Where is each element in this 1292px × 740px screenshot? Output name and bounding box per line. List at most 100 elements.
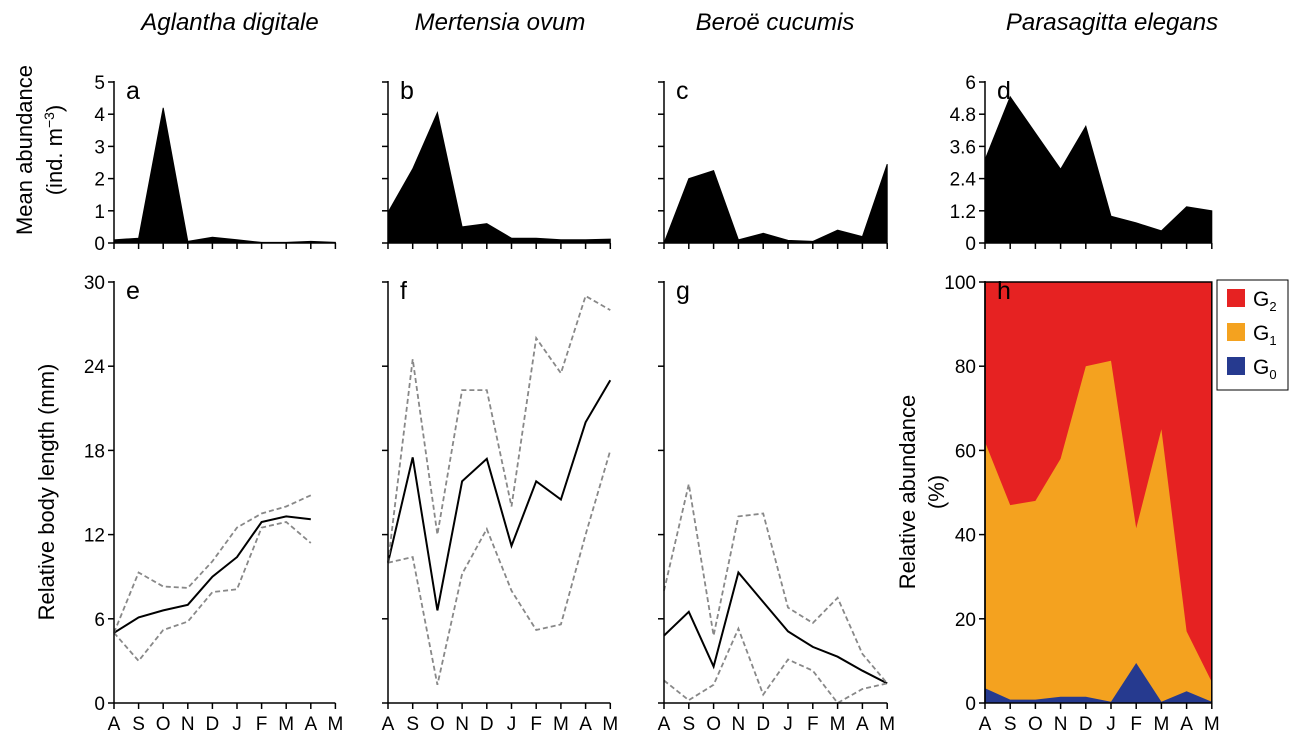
panel-g-x-tick-label: A: [856, 714, 869, 735]
panel-h-x-tick-label: A: [1180, 714, 1193, 735]
panel-d-y-tick-label: 3.6: [950, 137, 976, 158]
panel-f-x-tick-label: M: [602, 714, 618, 735]
panel-d-abundance-area: [984, 95, 1213, 244]
panel-g-mean-line: [663, 570, 888, 685]
panel-h-y-tick-label: 0: [965, 694, 976, 715]
panel-f-x-tick-label: O: [430, 714, 445, 735]
panel-h-x-tick-label: M: [1204, 714, 1220, 735]
panel-e-x-tick-label: O: [156, 714, 171, 735]
panel-h-series-g0-area: [985, 663, 1212, 703]
panel-a-y-tick-label: 2: [94, 170, 105, 191]
panel-e-x-tick-label: F: [256, 714, 268, 735]
panel-h-y-tick-label: 40: [955, 526, 976, 547]
panel-e-x-tick-label: N: [181, 714, 195, 735]
species-title-a: Aglantha digitale: [139, 9, 318, 36]
panel-f-mean-line: [387, 379, 612, 611]
panel-f-x-tick-label: N: [455, 714, 469, 735]
panel-g-x-tick-label: M: [879, 714, 895, 735]
panel-d-y-tick-label: 4.8: [950, 105, 976, 126]
panel-a-y-tick-label: 1: [94, 202, 105, 223]
panel-e-x-tick-label: A: [108, 714, 121, 735]
panel-f-upper-line: [387, 294, 611, 563]
panel-g-x-tick-label: D: [756, 714, 770, 735]
panel-g: A S O N D J F M A Mg: [658, 277, 895, 735]
panel-b: b: [382, 77, 612, 249]
panel-e-lower-line: [113, 521, 312, 663]
h-y-axis-label-line1: Relative abundance: [895, 395, 920, 589]
panel-e-mean-line: [113, 515, 311, 634]
panel-a-y-tick-label: 3: [94, 137, 105, 158]
panel-e-y-tick-label: 6: [94, 610, 105, 631]
panel-c-abundance-area: [663, 163, 888, 244]
panel-f-letter: f: [400, 277, 407, 305]
legend-label-g1: G1: [1253, 322, 1277, 348]
panel-e-y-tick-label: 18: [84, 441, 105, 462]
panel-g-x-tick-label: N: [732, 714, 746, 735]
panel-e-x-tick-label: M: [327, 714, 343, 735]
panel-a-letter: a: [126, 77, 140, 105]
panel-h-series-g1-area: [985, 360, 1212, 703]
panel-f-x-tick-label: D: [480, 714, 494, 735]
panel-h-x-tick-label: A: [979, 714, 992, 735]
panel-b-abundance-area: [387, 110, 611, 244]
panel-f-x-tick-label: M: [553, 714, 569, 735]
panel-a-y-tick-label: 4: [94, 105, 105, 126]
panel-h-x-tick-label: D: [1079, 714, 1093, 735]
panel-g-x-tick-label: A: [658, 714, 671, 735]
panel-h-x-tick-label: M: [1153, 714, 1169, 735]
panel-e-y-tick-label: 30: [84, 273, 105, 294]
panel-e-x-tick-label: A: [304, 714, 317, 735]
panel-g-x-tick-label: J: [783, 714, 793, 735]
legend-label-g2: G2: [1253, 288, 1277, 314]
species-title-d: Parasagitta elegans: [1006, 9, 1218, 36]
panel-e-x-tick-label: M: [278, 714, 294, 735]
panel-b-letter: b: [400, 77, 414, 105]
panel-e-x-tick-label: J: [232, 714, 242, 735]
panel-f-x-tick-label: S: [406, 714, 419, 735]
legend-swatch-g1: [1227, 323, 1245, 341]
panel-a-y-tick-label: 0: [94, 234, 105, 255]
legend: G2 G1 G0: [1216, 279, 1289, 391]
panel-a: 0 1 2 3 4 5 a: [94, 73, 337, 255]
panel-f: A S O N D J F M A Mf: [382, 277, 619, 735]
top-y-axis-label-line1: Mean abundance: [12, 65, 37, 235]
panel-h-x-tick-label: F: [1130, 714, 1142, 735]
panel-c-letter: c: [676, 77, 689, 105]
panel-g-letter: g: [676, 277, 690, 305]
panel-c: c: [658, 77, 888, 249]
panel-h-y-tick-label: 100: [944, 273, 976, 294]
h-y-axis-label-line2: (%): [924, 475, 949, 509]
top-y-axis-label-line2: (ind. m−3): [41, 105, 67, 196]
panel-h-x-tick-label: J: [1106, 714, 1116, 735]
panel-h-y-tick-label: 80: [955, 357, 976, 378]
panel-d: 0 1.2 2.4 3.6 4.8 6 d: [950, 73, 1213, 255]
panel-d-letter: d: [997, 77, 1011, 105]
panel-d-y-tick-label: 2.4: [950, 170, 977, 191]
panel-e-x-tick-label: D: [206, 714, 220, 735]
panel-f-lower-line: [387, 450, 612, 685]
panel-a-abundance-area: [113, 107, 336, 244]
panel-g-upper-line: [663, 483, 888, 684]
panel-f-x-tick-label: A: [382, 714, 395, 735]
panel-g-x-tick-label: M: [830, 714, 846, 735]
species-title-c: Beroë cucumis: [696, 9, 855, 36]
panel-e-y-tick-label: 12: [84, 526, 105, 547]
legend-swatch-g0: [1227, 357, 1245, 375]
panel-f-x-tick-label: F: [530, 714, 542, 735]
panel-h-x-tick-label: O: [1028, 714, 1043, 735]
panel-g-x-tick-label: F: [807, 714, 819, 735]
panel-h-y-tick-label: 60: [955, 441, 976, 462]
panel-d-y-tick-label: 1.2: [950, 202, 976, 223]
panel-g-x-tick-label: S: [682, 714, 695, 735]
panel-d-y-tick-label: 0: [965, 234, 976, 255]
panel-f-x-tick-label: A: [579, 714, 592, 735]
legend-label-g0: G0: [1253, 356, 1277, 382]
panel-e-y-tick-label: 24: [84, 357, 106, 378]
panel-d-y-tick-label: 6: [965, 73, 976, 94]
panel-h-x-tick-label: N: [1054, 714, 1068, 735]
panel-g-x-tick-label: O: [706, 714, 721, 735]
panel-e-x-tick-label: S: [132, 714, 145, 735]
